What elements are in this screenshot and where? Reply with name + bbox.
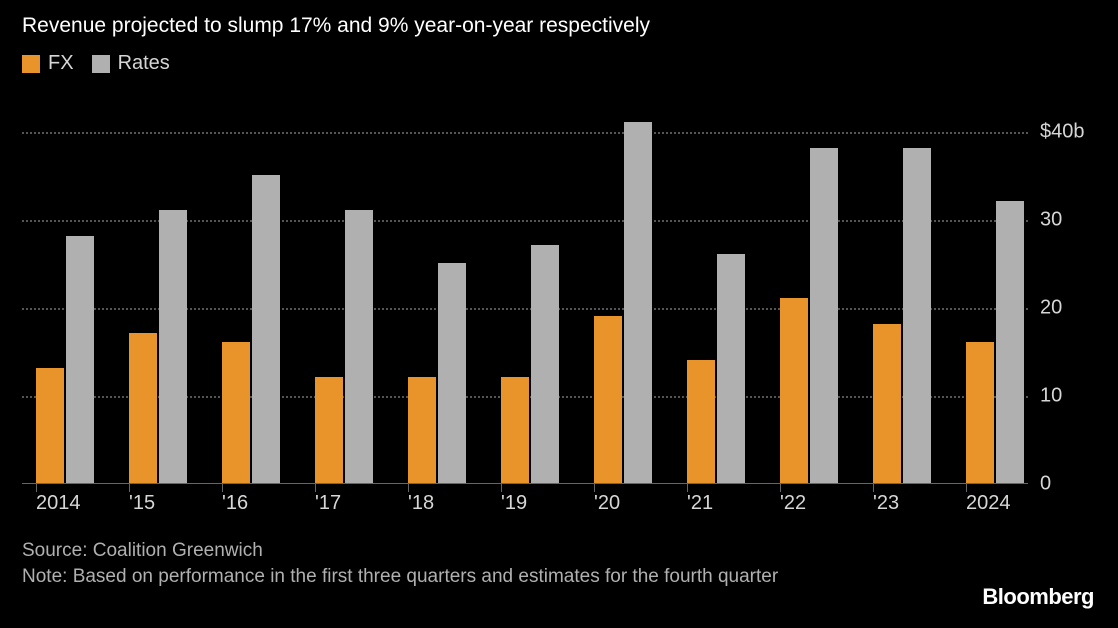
x-tick: [966, 484, 967, 492]
x-axis-label: '21: [687, 492, 713, 515]
bar-fx: [501, 377, 529, 483]
bar-fx: [129, 333, 157, 483]
x-axis-label: '20: [594, 492, 620, 515]
x-axis-label: '17: [315, 492, 341, 515]
chart-footer: Source: Coalition Greenwich Note: Based …: [22, 538, 778, 589]
x-axis-label: '18: [408, 492, 434, 515]
x-axis-label: '23: [873, 492, 899, 515]
bar-rates: [66, 236, 94, 483]
x-tick: [129, 484, 130, 492]
bar-fx: [873, 324, 901, 483]
x-axis-labels: 2014 '15 '16 '17 '18 '19 '20 '21 '22 '23 2024: [22, 492, 1028, 522]
bloomberg-branding: Bloomberg: [982, 584, 1094, 610]
bar-rates: [903, 148, 931, 483]
x-tick: [594, 484, 595, 492]
x-tick: [687, 484, 688, 492]
x-tick: [501, 484, 502, 492]
bar-rates: [438, 263, 466, 483]
legend-item-rates: Rates: [92, 52, 170, 75]
bar-rates: [252, 175, 280, 483]
x-axis-label: '15: [129, 492, 155, 515]
bar-rates: [531, 245, 559, 483]
bar-fx: [222, 342, 250, 483]
bar-fx: [966, 342, 994, 483]
bar-fx: [780, 298, 808, 483]
note-text: Note: Based on performance in the first …: [22, 564, 778, 590]
y-axis-label: 10: [1040, 384, 1062, 407]
chart-plot-area: [22, 114, 1028, 484]
legend-item-fx: FX: [22, 52, 74, 75]
x-tick: [222, 484, 223, 492]
y-axis-label: $40b: [1040, 120, 1085, 143]
source-text: Source: Coalition Greenwich: [22, 538, 778, 564]
bar-rates: [996, 201, 1024, 483]
legend-swatch: [92, 55, 110, 73]
gridline: [22, 132, 1028, 134]
x-tick: [408, 484, 409, 492]
x-tick: [36, 484, 37, 492]
legend-swatch: [22, 55, 40, 73]
bar-rates: [624, 122, 652, 483]
bar-rates: [810, 148, 838, 483]
x-axis-label: '16: [222, 492, 248, 515]
bar-fx: [594, 316, 622, 483]
x-tick: [780, 484, 781, 492]
legend: FX Rates: [22, 52, 170, 75]
bar-rates: [159, 210, 187, 483]
bar-rates: [345, 210, 373, 483]
x-tick: [873, 484, 874, 492]
y-axis-label: 30: [1040, 208, 1062, 231]
bar-fx: [36, 368, 64, 483]
bar-fx: [687, 360, 715, 483]
bar-fx: [408, 377, 436, 483]
legend-label: FX: [48, 52, 74, 75]
x-axis-label: '19: [501, 492, 527, 515]
y-axis-label: 0: [1040, 473, 1051, 496]
x-axis-label: '22: [780, 492, 806, 515]
bar-fx: [315, 377, 343, 483]
bar-rates: [717, 254, 745, 483]
x-tick: [315, 484, 316, 492]
y-axis-label: 20: [1040, 296, 1062, 319]
legend-label: Rates: [118, 52, 170, 75]
chart-title: Revenue projected to slump 17% and 9% ye…: [22, 14, 650, 38]
x-axis-label: 2014: [36, 492, 81, 515]
x-axis-label: 2024: [966, 492, 1011, 515]
